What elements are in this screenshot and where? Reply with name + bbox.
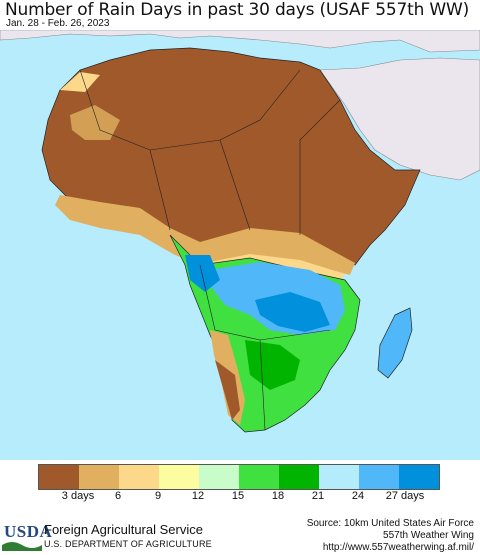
- south-dark-green: [245, 340, 300, 390]
- map-title: Number of Rain Days in past 30 days (USA…: [5, 0, 470, 20]
- source-credit: Source: 10km United States Air Force 557…: [307, 518, 474, 554]
- legend-label-1: 3 days: [61, 490, 95, 502]
- legend-swatch-1: [39, 465, 79, 489]
- agency-name: Foreign Agricultural Service: [44, 522, 203, 537]
- legend-swatch-9: [359, 465, 399, 489]
- department-name: U.S. DEPARTMENT OF AGRICULTURE: [44, 539, 212, 549]
- legend-swatch-3: [119, 465, 159, 489]
- legend-labels: 3 days 6 9 12 15 18 21 24 27 days: [38, 490, 440, 506]
- central-dark-blue: [255, 292, 330, 332]
- coast-yellow: [60, 72, 100, 92]
- europe-land: [0, 30, 480, 53]
- borders: [79, 69, 341, 431]
- legend-label-9: 27 days: [385, 490, 425, 502]
- source-line-2: 557th Weather Wing: [383, 530, 474, 541]
- rain-days-map: [0, 30, 480, 460]
- legend-label-6: 18: [271, 490, 285, 502]
- legend-label-5: 15: [231, 490, 245, 502]
- arabia-land: [319, 57, 480, 181]
- legend-label-8: 24: [351, 490, 365, 502]
- legend-label-4: 12: [191, 490, 205, 502]
- legend-swatch-8: [319, 465, 359, 489]
- legend-swatch-2: [79, 465, 119, 489]
- legend-swatch-10: [399, 465, 439, 489]
- legend-swatch-6: [239, 465, 279, 489]
- legend-swatch-4: [159, 465, 199, 489]
- sahel-transition: [55, 195, 355, 275]
- date-range: Jan. 28 - Feb. 26, 2023: [6, 18, 110, 29]
- legend-label-3: 9: [154, 490, 162, 502]
- usda-logo: USDA: [4, 522, 53, 541]
- legend-swatch-7: [279, 465, 319, 489]
- footer: USDA Foreign Agricultural Service U.S. D…: [0, 515, 480, 555]
- source-line-1: Source: 10km United States Air Force: [306, 518, 474, 529]
- source-url[interactable]: http://www.557weatherwing.af.mil/: [322, 542, 474, 553]
- usda-swoosh-icon: [2, 542, 42, 551]
- legend-swatch-5: [199, 465, 239, 489]
- southwest-dry: [215, 360, 240, 420]
- legend-label-7: 21: [311, 490, 325, 502]
- legend-color-bar: [38, 464, 440, 490]
- legend-label-2: 6: [114, 490, 122, 502]
- west-blue: [185, 255, 220, 292]
- northwest-light: [70, 105, 120, 140]
- madagascar: [377, 307, 413, 379]
